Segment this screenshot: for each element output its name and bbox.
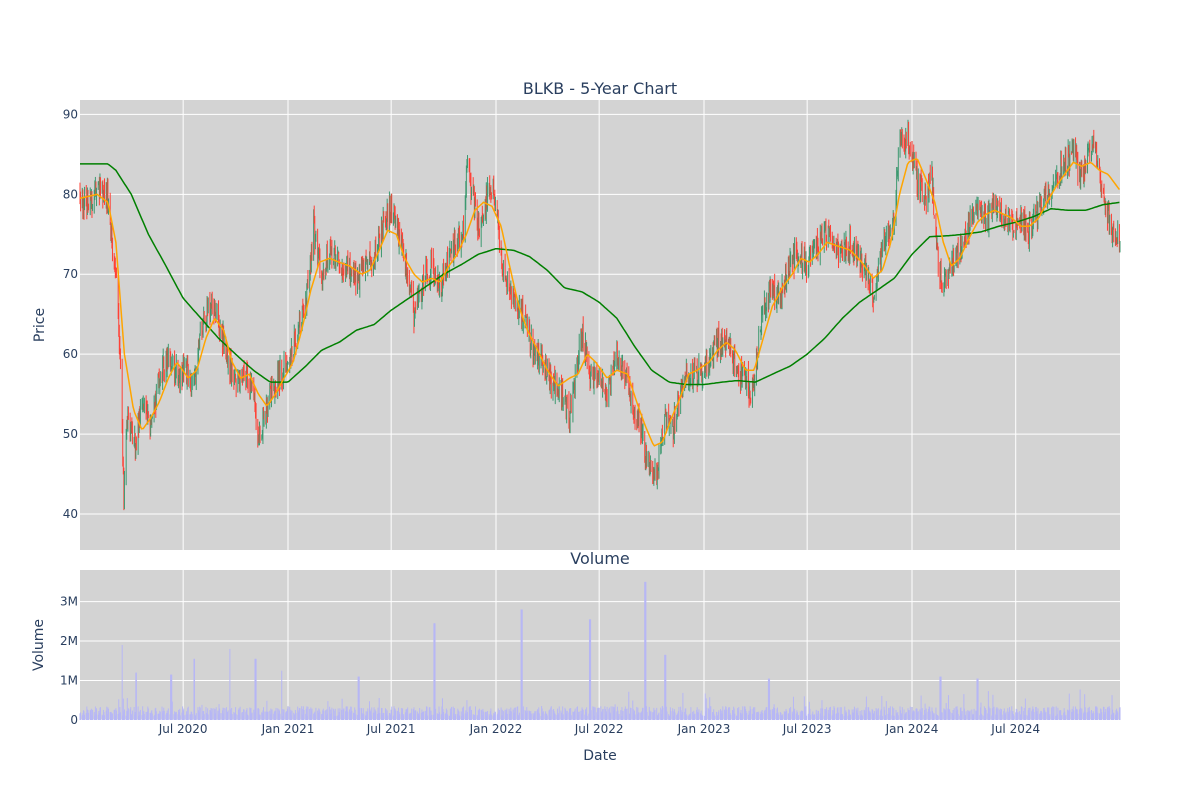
volume-tick-label: 1M bbox=[60, 674, 78, 688]
date-tick-label: Jul 2024 bbox=[990, 722, 1040, 736]
volume-plot-area bbox=[80, 570, 1120, 720]
price-plot-area bbox=[80, 100, 1120, 550]
date-tick-label: Jul 2021 bbox=[366, 722, 416, 736]
date-tick-label: Jul 2022 bbox=[574, 722, 624, 736]
price-tick-label: 60 bbox=[63, 347, 78, 361]
price-panel: 40 50 60 70 80 90 BLKB - 5-Year Chart Price bbox=[32, 79, 1121, 550]
date-tick-label: Jul 2020 bbox=[158, 722, 208, 736]
volume-tick-label: 0 bbox=[70, 713, 78, 727]
date-x-ticks: Jul 2020 Jan 2021 Jul 2021 Jan 2022 Jul 2022… bbox=[158, 722, 1040, 736]
volume-grid bbox=[80, 570, 1120, 721]
volume-bars bbox=[79, 581, 1121, 720]
ma-short-line bbox=[79, 157, 1121, 447]
volume-y-ticks: 0 1M 2M 3M bbox=[60, 595, 78, 727]
price-tick-label: 90 bbox=[63, 107, 78, 121]
volume-tick-label: 3M bbox=[60, 595, 78, 609]
chart-title: BLKB - 5-Year Chart bbox=[523, 79, 677, 98]
price-tick-label: 50 bbox=[63, 427, 78, 441]
date-tick-label: Jan 2024 bbox=[885, 722, 939, 736]
date-tick-label: Jan 2022 bbox=[469, 722, 523, 736]
price-y-ticks: 40 50 60 70 80 90 bbox=[63, 107, 78, 521]
price-tick-label: 80 bbox=[63, 187, 78, 201]
volume-axis-label: Volume bbox=[31, 619, 47, 671]
ma-long-line bbox=[80, 163, 1120, 386]
price-tick-label: 70 bbox=[63, 267, 78, 281]
date-axis-label: Date bbox=[583, 748, 616, 764]
price-axis-label: Price bbox=[32, 308, 48, 342]
date-tick-label: Jan 2023 bbox=[677, 722, 731, 736]
volume-tick-label: 2M bbox=[60, 634, 78, 648]
volume-panel: 0 1M 2M 3M Jul 2020 Jan 2021 Jul 2021 Jan 2022… bbox=[31, 549, 1121, 764]
volume-title: Volume bbox=[570, 549, 630, 568]
moving-averages bbox=[79, 157, 1121, 447]
price-tick-label: 40 bbox=[63, 507, 78, 521]
date-tick-label: Jul 2023 bbox=[782, 722, 832, 736]
date-tick-label: Jan 2021 bbox=[261, 722, 315, 736]
